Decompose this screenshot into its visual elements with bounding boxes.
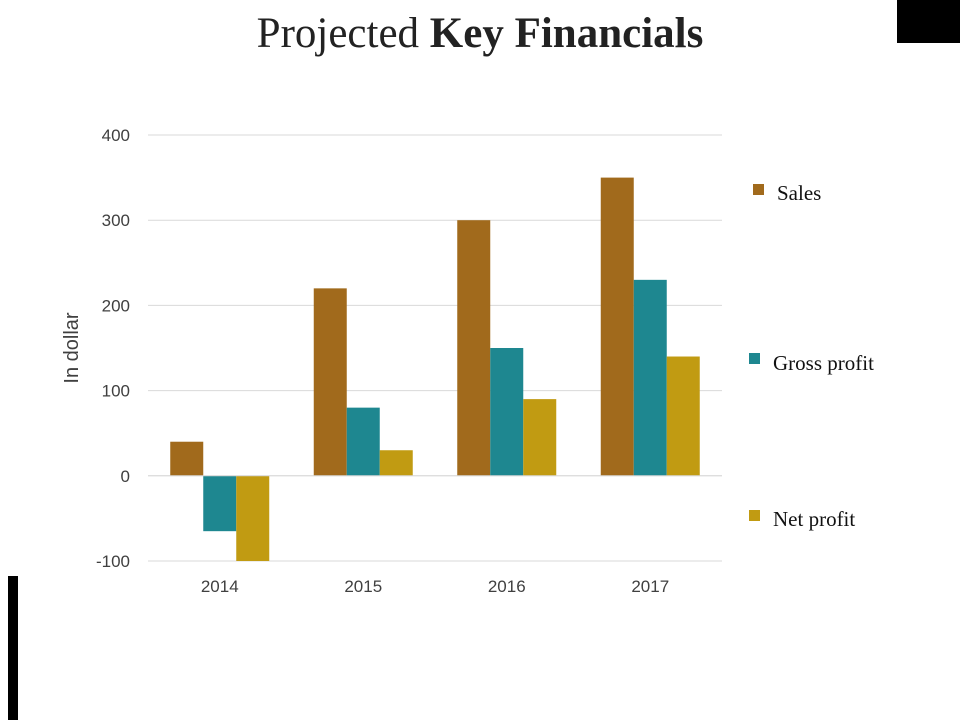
bar-sales-2014 xyxy=(170,441,204,476)
legend-swatch-sales xyxy=(753,184,764,195)
left-accent-bar xyxy=(8,576,18,720)
y-tick-label: 100 xyxy=(102,382,130,401)
x-tick-label: 2016 xyxy=(488,577,526,596)
bar-gross-profit-2015 xyxy=(346,407,380,476)
legend-label-gross-profit: Gross profit xyxy=(773,351,874,375)
x-axis-ticks: 2014 2015 2016 2017 xyxy=(201,577,669,596)
y-tick-label: 400 xyxy=(102,126,130,145)
x-tick-label: 2015 xyxy=(344,577,382,596)
y-axis-label: In dollar xyxy=(61,312,83,383)
x-tick-label: 2014 xyxy=(201,577,239,596)
bar-net-profit-2014 xyxy=(236,475,270,561)
x-tick-label: 2017 xyxy=(631,577,669,596)
y-axis-ticks: 400 300 200 100 0 -100 xyxy=(96,126,130,571)
y-tick-label: 0 xyxy=(121,467,130,486)
legend-label-net-profit: Net profit xyxy=(773,507,855,531)
bars xyxy=(170,177,700,561)
bar-net-profit-2016 xyxy=(523,399,557,476)
y-tick-label: 300 xyxy=(102,211,130,230)
slide-title: Projected Key Financials xyxy=(0,6,960,62)
bar-sales-2017 xyxy=(600,177,634,476)
legend: Sales Gross profit Net profit xyxy=(749,181,874,531)
legend-swatch-net-profit xyxy=(749,510,760,521)
bar-gross-profit-2017 xyxy=(633,279,667,476)
bar-sales-2015 xyxy=(313,288,347,476)
legend-swatch-gross-profit xyxy=(749,353,760,364)
legend-label-sales: Sales xyxy=(777,181,821,205)
bar-gross-profit-2016 xyxy=(490,348,524,476)
title-bold: Key Financials xyxy=(429,10,704,57)
bar-net-profit-2017 xyxy=(666,356,700,476)
corner-decoration xyxy=(897,0,960,43)
bar-gross-profit-2014 xyxy=(203,475,237,532)
y-tick-label: 200 xyxy=(102,296,130,315)
y-tick-label: -100 xyxy=(96,552,130,571)
title-plain: Projected xyxy=(256,10,420,57)
bar-sales-2016 xyxy=(457,220,491,476)
bar-net-profit-2015 xyxy=(379,450,413,476)
